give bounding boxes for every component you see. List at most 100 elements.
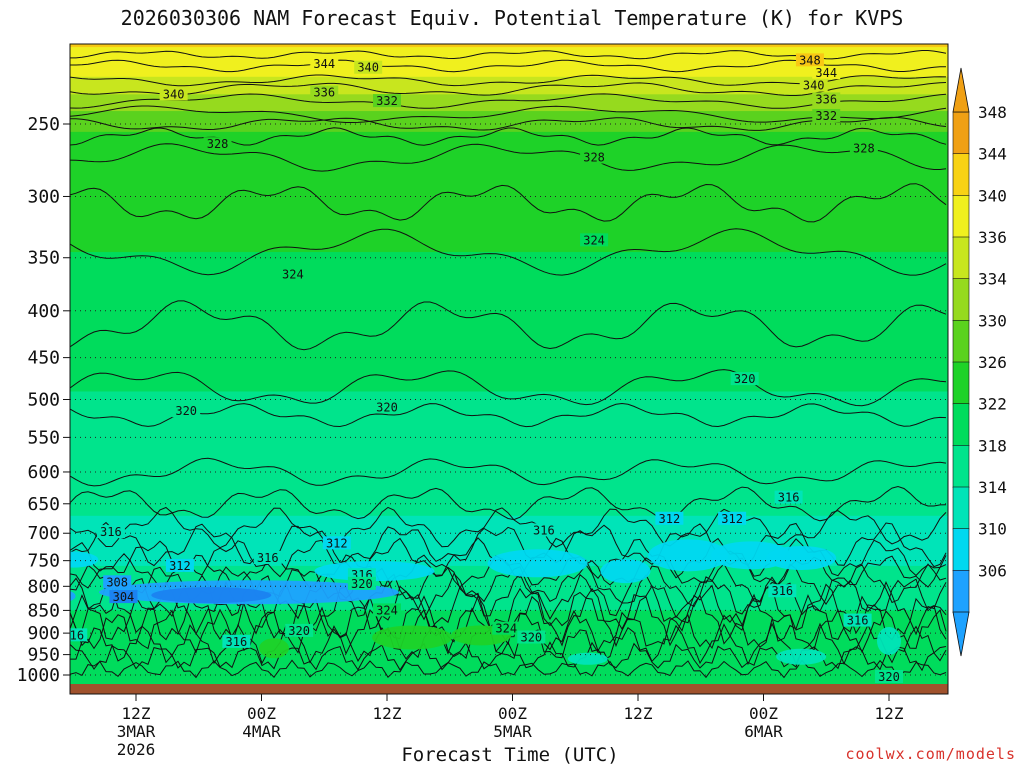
contour-label-bg <box>373 400 401 414</box>
theta-pocket <box>487 549 588 578</box>
contour-label-bg <box>222 634 251 648</box>
y-tick-label: 700 <box>27 523 60 544</box>
contour-label: 336 <box>313 86 335 100</box>
contour-label-bg <box>96 525 125 539</box>
theta-pocket <box>70 591 76 602</box>
colorbar-cell <box>952 361 970 405</box>
contour-label-bg <box>492 621 521 635</box>
contour-label: 312 <box>659 512 681 526</box>
contour-label: 316 <box>847 614 869 628</box>
contour-label: 328 <box>853 142 875 156</box>
contour-line <box>70 82 947 96</box>
contour-line <box>70 402 947 428</box>
contour-label: 328 <box>207 137 229 151</box>
contour-label: 316 <box>778 491 800 505</box>
y-tick-label: 1000 <box>17 665 60 686</box>
x-tick-label: 12Z <box>373 704 402 723</box>
contour-label: 320 <box>520 631 542 645</box>
contour-label: 324 <box>376 603 398 617</box>
theta-pocket <box>151 587 272 604</box>
theta-band <box>70 330 948 393</box>
x-tick-label: 5MAR <box>493 722 532 741</box>
contour-label: 312 <box>169 559 191 573</box>
theta-band <box>70 252 948 332</box>
contour-label-bg <box>655 511 684 525</box>
contour-line <box>70 93 947 109</box>
contour-label: 332 <box>376 94 398 108</box>
colorbar-cell <box>952 486 970 530</box>
contour-label-bg <box>580 150 609 164</box>
y-tick-label: 500 <box>27 390 60 411</box>
contour-label: 316 <box>226 635 248 649</box>
colorbar-cell <box>952 570 970 613</box>
colorbar-cell <box>952 236 970 280</box>
contour-line <box>70 457 947 487</box>
contour-label-bg <box>109 590 138 604</box>
colorbar-label: 326 <box>978 353 1007 372</box>
colorbar-label: 330 <box>978 311 1007 330</box>
contour-label: 340 <box>803 79 825 93</box>
contour-label: 348 <box>799 53 821 67</box>
contour-label: 312 <box>326 536 348 550</box>
contour-label-bg <box>950 659 978 672</box>
contour-label: 340 <box>357 61 379 75</box>
theta-band <box>70 131 948 198</box>
y-tick-label: 550 <box>27 427 60 448</box>
source-credit[interactable]: coolwx.com/models <box>845 745 1016 763</box>
colorbar-label: 344 <box>978 145 1007 164</box>
contour-label: 320 <box>734 372 756 386</box>
x-tick-label: 3MAR <box>117 722 156 741</box>
contour-label: 320 <box>878 670 900 684</box>
theta-pocket <box>70 551 99 568</box>
y-tick-label: 750 <box>27 551 60 572</box>
contour-line <box>70 485 947 522</box>
contour-label-bg <box>172 404 201 418</box>
contour-label-bg <box>580 233 609 247</box>
contour-label: 320 <box>288 624 310 638</box>
y-tick-label: 450 <box>27 348 60 369</box>
contour-label-bg <box>103 575 132 589</box>
contour-label: 332 <box>815 109 837 123</box>
y-tick-label: 650 <box>27 494 60 515</box>
x-tick-label: 6MAR <box>744 722 783 741</box>
contour-label: 340 <box>163 87 185 101</box>
colorbar-top-arrow <box>952 67 970 113</box>
contour-label-bg <box>774 490 803 504</box>
y-tick-label: 900 <box>27 623 60 644</box>
x-tick-label: 00Z <box>247 704 276 723</box>
contour-label-bg <box>768 584 797 598</box>
contour-label-bg <box>70 628 88 642</box>
y-tick-label: 300 <box>27 186 60 207</box>
contour-label-bg <box>373 603 401 617</box>
colorbar-label: 306 <box>978 561 1007 580</box>
contour-label-bg <box>0 616 25 629</box>
colorbar-label: 318 <box>978 436 1007 455</box>
y-axis: 2503003504004505005506006507007508008509… <box>17 114 70 686</box>
colorbar-cell <box>952 528 970 572</box>
colorbar-label: 336 <box>978 228 1007 247</box>
contour-line <box>70 369 947 407</box>
colorbar-cell <box>952 153 970 197</box>
contour-label-bg <box>875 669 903 683</box>
contour-label: 312 <box>721 512 743 526</box>
colorbar-cell <box>952 445 970 488</box>
colorbar-label: 340 <box>978 186 1007 205</box>
theta-pocket <box>567 652 608 665</box>
x-tick-label: 4MAR <box>242 722 281 741</box>
contour-label: 316 <box>62 628 84 642</box>
y-tick-label: 250 <box>27 114 60 135</box>
theta-pocket <box>766 545 837 570</box>
theta-pocket <box>648 539 729 572</box>
y-tick-label: 400 <box>27 301 60 322</box>
x-axis-label: Forecast Time (UTC) <box>401 744 619 766</box>
contour-label: 320 <box>376 400 398 414</box>
x-tick-label: 12Z <box>875 704 904 723</box>
colorbar-cell <box>952 278 970 322</box>
contour-label: 316 <box>100 525 122 539</box>
colorbar: 348 344 340 336 334 330 326 322 318 314 310 306 <box>952 67 1007 657</box>
contour-line <box>70 300 947 351</box>
y-tick-label: 850 <box>27 600 60 621</box>
theta-pocket <box>600 559 651 584</box>
x-tick-label: 2026 <box>117 740 156 759</box>
